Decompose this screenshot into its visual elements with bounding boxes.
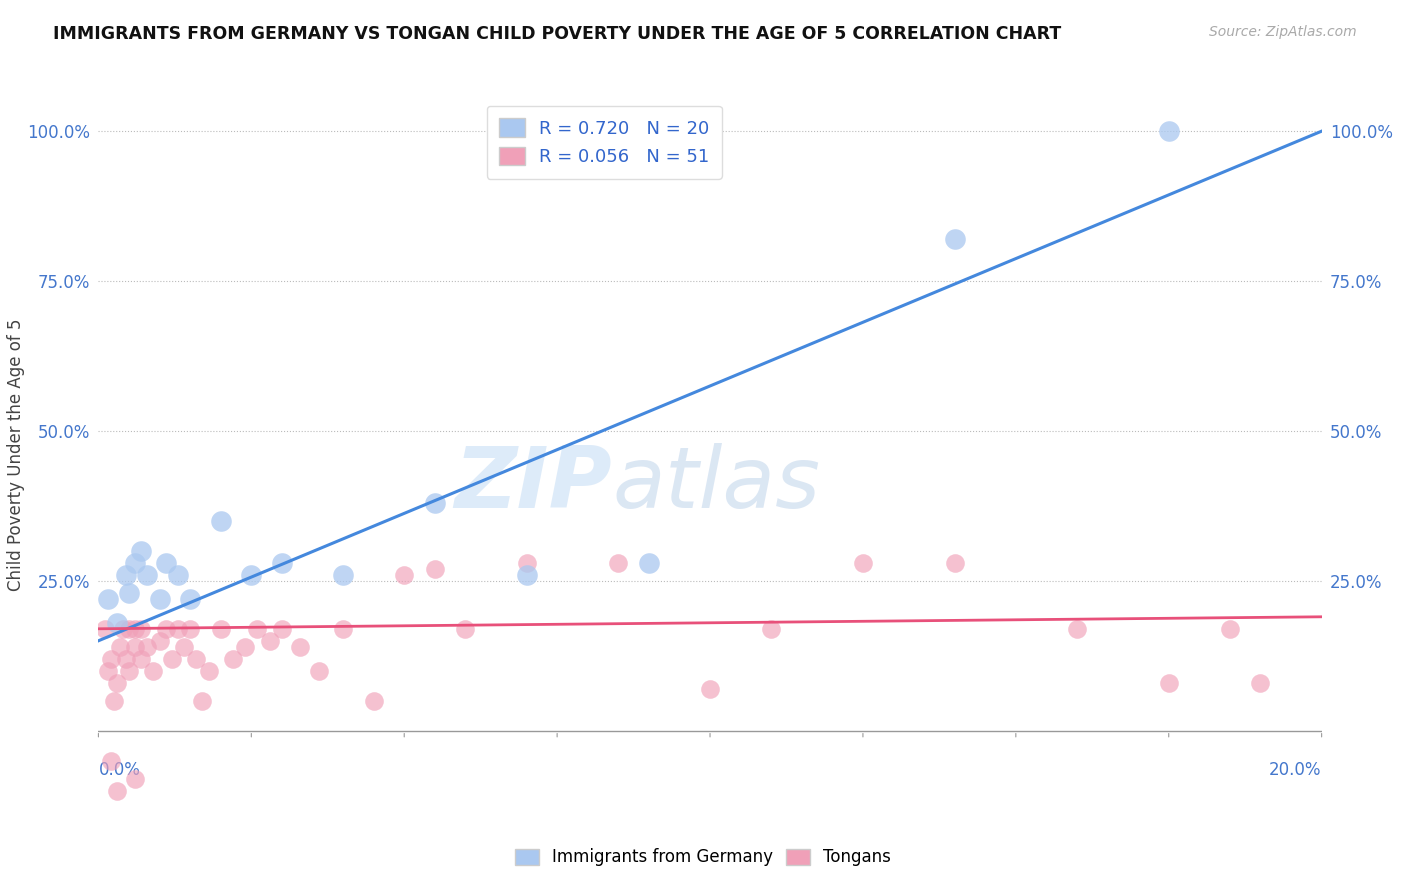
Point (191, 694, 214, 708)
Point (129, 652, 152, 666)
Point (93, 622, 115, 636)
Point (124, 772, 146, 786)
Point (103, 694, 125, 708)
Point (179, 622, 201, 636)
Point (160, 652, 183, 666)
Point (105, 615, 128, 630)
Point (155, 622, 177, 636)
Point (1157, 124, 1180, 138)
Point (129, 622, 152, 636)
Point (1157, 675, 1180, 690)
Point (761, 622, 783, 636)
Point (516, 556, 538, 570)
Point (308, 664, 330, 678)
Point (167, 622, 190, 636)
Point (108, 640, 131, 654)
Point (97, 591, 120, 606)
Point (1250, 675, 1272, 690)
Point (115, 567, 138, 582)
Point (943, 556, 966, 570)
Point (290, 640, 312, 654)
Point (392, 567, 416, 582)
Text: Source: ZipAtlas.com: Source: ZipAtlas.com (1209, 25, 1357, 39)
Point (699, 681, 721, 696)
Point (233, 640, 256, 654)
Point (270, 556, 294, 570)
Point (100, 754, 122, 768)
Point (209, 514, 232, 528)
Point (332, 622, 354, 636)
Point (129, 544, 152, 558)
Point (136, 567, 159, 582)
Point (363, 694, 385, 708)
Point (270, 622, 294, 636)
Point (149, 633, 172, 648)
Point (943, 232, 966, 246)
Point (423, 496, 446, 510)
Point (142, 664, 165, 678)
Point (423, 562, 446, 576)
Point (105, 783, 128, 797)
Point (97, 664, 120, 678)
Point (637, 556, 661, 570)
Y-axis label: Child Poverty Under the Age of 5: Child Poverty Under the Age of 5 (7, 318, 25, 591)
Point (454, 622, 477, 636)
Point (173, 640, 195, 654)
Point (240, 567, 263, 582)
Point (136, 640, 159, 654)
Text: IMMIGRANTS FROM GERMANY VS TONGAN CHILD POVERTY UNDER THE AGE OF 5 CORRELATION C: IMMIGRANTS FROM GERMANY VS TONGAN CHILD … (53, 25, 1062, 43)
Point (124, 640, 146, 654)
Legend: Immigrants from Germany, Tongans: Immigrants from Germany, Tongans (509, 842, 897, 873)
Point (516, 567, 538, 582)
Point (209, 622, 232, 636)
Point (111, 622, 134, 636)
Text: ZIP: ZIP (454, 442, 612, 525)
Point (246, 622, 269, 636)
Point (1066, 622, 1088, 636)
Text: 20.0%: 20.0% (1270, 761, 1322, 779)
Point (1219, 622, 1241, 636)
Point (105, 675, 128, 690)
Point (222, 652, 245, 666)
Point (852, 556, 875, 570)
Point (197, 664, 219, 678)
Point (155, 556, 177, 570)
Point (124, 622, 146, 636)
Point (118, 586, 141, 600)
Point (124, 556, 146, 570)
Point (332, 567, 354, 582)
Point (259, 633, 281, 648)
Point (118, 622, 141, 636)
Text: 0.0%: 0.0% (98, 761, 141, 779)
Text: atlas: atlas (612, 442, 820, 525)
Point (607, 556, 630, 570)
Point (149, 591, 172, 606)
Point (100, 652, 122, 666)
Point (167, 567, 190, 582)
Point (115, 652, 138, 666)
Point (179, 591, 201, 606)
Point (118, 664, 141, 678)
Point (186, 652, 208, 666)
Legend: R = 0.720   N = 20, R = 0.056   N = 51: R = 0.720 N = 20, R = 0.056 N = 51 (486, 105, 721, 178)
